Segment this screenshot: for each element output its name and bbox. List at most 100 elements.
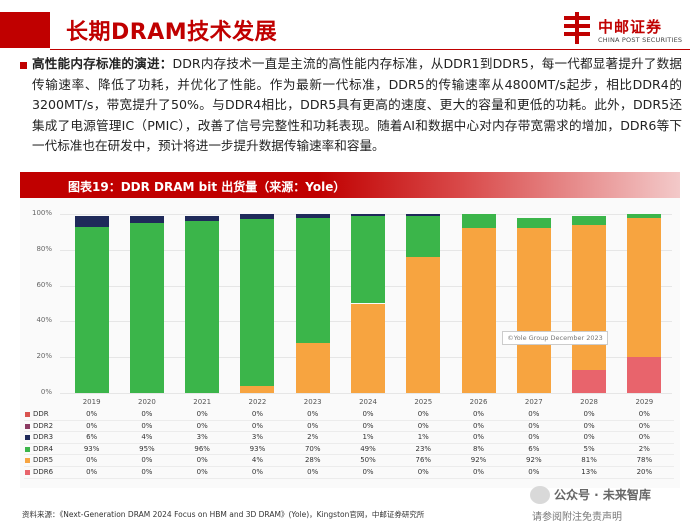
table-cell: 3% (196, 433, 208, 442)
y-tick-label: 100% (31, 209, 52, 217)
x-tick-label: 2022 (248, 398, 267, 406)
table-cell: 81% (581, 456, 597, 465)
bar-ddr3-2022 (240, 214, 275, 220)
bar-ddr4-2027 (516, 217, 551, 229)
table-row (24, 467, 674, 479)
table-cell: 0% (638, 410, 650, 418)
x-tick-label: 2021 (193, 398, 212, 406)
legend-swatch-ddr2 (25, 423, 30, 429)
bar-ddr3-2023 (295, 214, 330, 218)
bar-ddr4-2026 (461, 214, 496, 229)
table-cell: 0% (307, 468, 319, 476)
legend-swatch-ddr (25, 412, 30, 417)
row-label: DDR4 (33, 444, 54, 453)
x-tick-label: 2025 (414, 398, 433, 406)
table-cell: 8% (472, 444, 485, 453)
table-cell: 0% (638, 421, 650, 430)
table-cell: 49% (360, 444, 376, 453)
title-accent-block (0, 12, 50, 48)
table-cell: 2% (307, 433, 319, 442)
bar-ddr5-2022 (240, 385, 275, 393)
china-post-logo-icon (564, 12, 590, 44)
table-cell: 0% (472, 421, 485, 430)
bar-ddr4-2028 (572, 215, 607, 225)
watermark-account: 公众号 · 未来智库 (554, 488, 651, 502)
table-cell: 0% (472, 433, 485, 442)
legend-swatch-ddr5 (25, 458, 30, 464)
table-cell: 0% (472, 410, 485, 418)
bar-ddr6-2029 (627, 357, 662, 393)
x-tick-label: 2028 (580, 398, 598, 406)
table-cell: 0% (141, 421, 153, 430)
x-tick-label: 2026 (469, 398, 488, 406)
bar-ddr4-2024 (351, 215, 385, 304)
table-cell: 0% (196, 410, 208, 418)
body-paragraph: 高性能内存标准的演进：DDR内存技术一直是主流的高性能内存标准，从DDR1到DD… (32, 54, 682, 157)
table-row (24, 421, 674, 433)
table-cell: 5% (583, 444, 595, 453)
table-cell: 0% (141, 468, 153, 476)
table-row (24, 444, 674, 456)
wechat-icon (530, 486, 550, 504)
table-cell: 92% (470, 456, 487, 465)
bar-ddr4-2020 (129, 222, 164, 393)
table-cell: 95% (139, 444, 155, 453)
bar-ddr5-2026 (461, 228, 496, 393)
y-tick-label: 80% (36, 244, 52, 253)
y-tick-label: 20% (36, 352, 52, 361)
table-row (24, 455, 674, 467)
bar-ddr3-2024 (351, 214, 385, 216)
table-cell: 0% (141, 410, 153, 418)
page-title: 长期DRAM技术发展 (66, 20, 278, 45)
bar-ddr6-2028 (572, 369, 607, 393)
table-cell: 0% (251, 468, 263, 476)
x-tick-label: 2019 (82, 398, 101, 406)
table-cell: 1% (362, 433, 374, 442)
row-label: DDR5 (33, 456, 54, 465)
table-cell: 0% (583, 410, 595, 418)
bar-ddr4-2025 (406, 215, 441, 257)
table-cell: 0% (196, 421, 208, 430)
table-cell: 78% (636, 456, 653, 465)
table-cell: 0% (196, 468, 208, 476)
table-cell: 28% (304, 456, 321, 465)
table-cell: 0% (86, 468, 98, 476)
row-label: DDR (33, 410, 49, 418)
company-logo: 中邮证券 CHINA POST SECURITIES (560, 10, 690, 50)
x-tick-label: 2027 (524, 398, 543, 406)
bar-ddr4-2023 (295, 217, 330, 343)
table-cell: 0% (417, 421, 429, 430)
table-cell: 0% (362, 468, 374, 476)
bullet-square-icon (20, 62, 27, 69)
figure-title: 图表19：DDR DRAM bit 出货量（来源：Yole） (68, 180, 346, 194)
gridline (60, 393, 672, 394)
paragraph-body: DDR内存技术一直是主流的高性能内存标准，从DDR1到DDR5，每一代都显著提升… (32, 56, 683, 153)
figure-title-bar-gradient (318, 172, 680, 198)
bar-ddr4-2021 (185, 221, 220, 393)
paragraph-lead: 高性能内存标准的演进： (32, 56, 173, 71)
table-cell: 23% (415, 444, 432, 453)
table-cell: 0% (86, 421, 98, 430)
table-cell: 0% (141, 456, 153, 465)
table-cell: 0% (528, 433, 540, 442)
table-cell: 0% (196, 456, 208, 465)
header-divider (50, 49, 690, 50)
table-cell: 0% (528, 410, 540, 418)
x-tick-label: 2023 (303, 398, 322, 406)
table-cell: 0% (86, 456, 98, 465)
x-tick-label: 2024 (359, 398, 377, 406)
table-cell: 4% (141, 433, 153, 442)
bar-ddr5-2023 (295, 342, 330, 393)
table-cell: 13% (581, 468, 597, 476)
legend-swatch-ddr6 (25, 470, 30, 475)
bar-ddr5-2029 (627, 217, 662, 358)
table-cell: 0% (362, 421, 374, 430)
table-row (24, 432, 674, 444)
bar-ddr4-2029 (627, 214, 662, 218)
bar-ddr3-2019 (74, 215, 109, 227)
y-tick-label: 0% (40, 388, 52, 396)
bar-ddr4-2019 (74, 226, 109, 393)
legend-swatch-ddr3 (25, 435, 30, 441)
table-cell: 0% (417, 410, 429, 418)
bar-ddr5-2027 (516, 228, 551, 393)
